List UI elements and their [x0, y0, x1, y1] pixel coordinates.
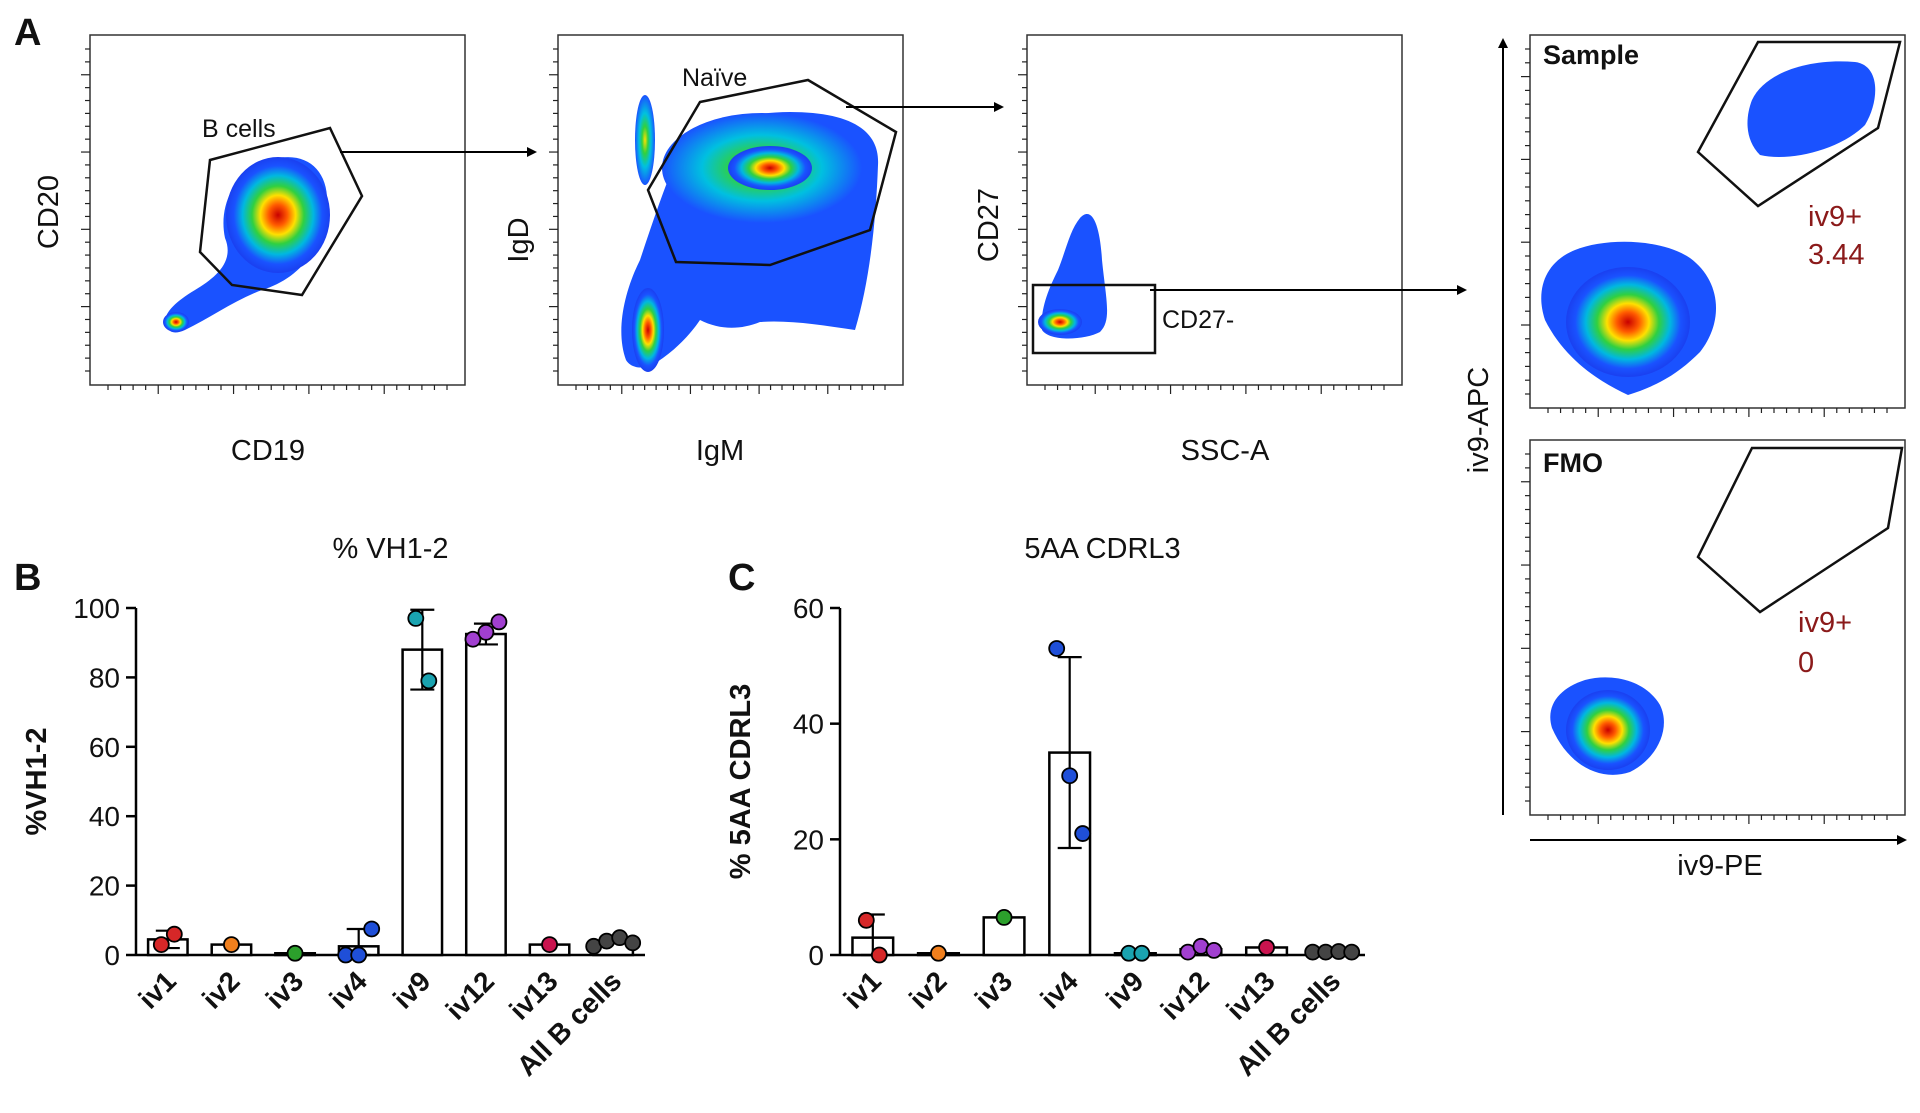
x-tick-label: iv2: [903, 965, 952, 1014]
x-tick-label: iv9: [387, 965, 436, 1014]
sample-gate-label: iv9+: [1808, 201, 1862, 233]
y-tick-label: 100: [73, 593, 120, 624]
density-core: [1566, 267, 1690, 377]
x-tick-label: iv9: [1100, 965, 1149, 1014]
density-cloud: [1038, 214, 1108, 339]
y-tick-label: 20: [89, 871, 120, 902]
bar-chart-vh1-2: % VH1-2 %VH1-2 0 20 40 60 80 100 iv1 iv2 iv3 iv4 iv9…: [21, 533, 645, 1082]
data-point: [857, 911, 875, 929]
flow-plot-igm-igd: Naïve IgM IgD: [503, 34, 904, 467]
plot-frame: [557, 34, 904, 386]
x-tick-label: iv4: [1034, 965, 1084, 1015]
x-tick-label: iv12: [1155, 965, 1215, 1025]
sample-subplot: Sample iv9+ 3.44: [1529, 34, 1906, 409]
plot-frame: [89, 34, 466, 386]
data-point: [1061, 767, 1079, 785]
bar-chart-5aa-cdrl3: 5AA CDRL3 % 5AA CDRL3 0 20 40 60 iv1 iv2 iv3 iv4 i…: [725, 533, 1365, 1082]
data-point: [541, 936, 558, 953]
fmo-gate-label: iv9+: [1798, 607, 1852, 639]
plot-frame: [1529, 439, 1906, 816]
x-tick-label: iv1: [838, 965, 887, 1014]
data-point: [930, 944, 947, 962]
yaxis-label-cd20: CD20: [33, 175, 65, 249]
data-point: [1205, 941, 1223, 959]
fmo-gate-percent: 0: [1798, 647, 1814, 679]
density-cloud: [163, 157, 330, 333]
x-tick-label: iv12: [440, 965, 500, 1025]
flow-plot-ssca-cd27: CD27- SSC-A CD27: [973, 34, 1403, 467]
x-tick-label: iv4: [323, 965, 373, 1015]
data-point: [464, 630, 482, 648]
bar-iv12: [464, 632, 507, 957]
xaxis-label-cd19: CD19: [231, 435, 305, 467]
fmo-subplot: FMO iv9+ 0: [1529, 439, 1906, 816]
gate-label-b-cells: B cells: [202, 115, 276, 143]
y-tick-label: 80: [89, 662, 120, 693]
flow-axis-ticks: [81, 48, 1888, 824]
gate-cd27-neg: [1031, 283, 1157, 355]
data-point: [1343, 943, 1361, 961]
x-tick-label: iv3: [260, 965, 309, 1014]
flow-plot-iv9: iv9-APC iv9-PE Sample iv9+ 3.44 FMO iv9+…: [1463, 34, 1907, 882]
y-axis-label: %VH1-2: [21, 728, 53, 836]
data-point: [286, 944, 304, 962]
xaxis-label-ssca: SSC-A: [1181, 435, 1270, 467]
data-point: [1074, 825, 1092, 842]
bar-iv9: [401, 648, 444, 957]
plot-frame: [1026, 34, 1403, 386]
chart-title: 5AA CDRL3: [1024, 533, 1180, 565]
data-point: [165, 925, 183, 943]
data-point: [490, 613, 508, 631]
sample-title: Sample: [1543, 40, 1639, 70]
y-tick-label: 20: [793, 824, 824, 855]
data-point: [1258, 939, 1275, 956]
gate-naive: [646, 78, 898, 267]
gate-iv9-fmo: [1696, 446, 1904, 614]
x-tick-label: iv2: [196, 965, 245, 1014]
xaxis-label-iv9-pe: iv9-PE: [1677, 850, 1762, 882]
data-point: [624, 934, 642, 952]
yaxis-label-iv9-apc: iv9-APC: [1463, 367, 1495, 473]
y-tick-label: 0: [104, 940, 120, 971]
yaxis-label-igd: IgD: [503, 217, 535, 262]
flow-plot-cd19-cd20: B cells CD19 CD20: [33, 34, 466, 467]
data-point: [995, 909, 1013, 926]
data-point: [152, 936, 170, 953]
data-point: [1048, 640, 1066, 657]
y-tick-label: 0: [808, 940, 824, 971]
data-point: [407, 610, 425, 627]
density-cloud: [621, 95, 879, 372]
gate-b-cells: [198, 126, 364, 297]
panel-letter-c: C: [728, 557, 755, 599]
gate-iv9-sample: [1696, 40, 1902, 208]
plot-frame: [1529, 34, 1906, 409]
data-point: [870, 946, 888, 964]
yaxis-label-cd27: CD27: [973, 188, 1005, 262]
data-point: [1133, 944, 1151, 962]
gate-label-naive: Naïve: [682, 64, 747, 92]
chart-title: % VH1-2: [332, 533, 448, 565]
data-point: [350, 946, 368, 964]
x-tick-label: iv1: [133, 965, 182, 1014]
y-tick-label: 40: [89, 801, 120, 832]
x-tick-label: iv3: [969, 965, 1018, 1014]
positive-population: [1747, 61, 1876, 157]
y-axis-label: % 5AA CDRL3: [725, 684, 757, 880]
y-tick-label: 60: [89, 732, 120, 763]
data-point: [477, 623, 495, 641]
panel-letter-a: A: [14, 12, 41, 54]
data-point: [420, 672, 438, 690]
panel-letter-b: B: [14, 557, 41, 599]
y-tick-label: 40: [793, 709, 824, 740]
y-tick-label: 60: [793, 593, 824, 624]
data-point: [223, 936, 240, 953]
gate-label-cd27-neg: CD27-: [1162, 306, 1234, 334]
sample-gate-percent: 3.44: [1808, 239, 1864, 271]
fmo-title: FMO: [1543, 448, 1603, 478]
density-core: [1566, 690, 1650, 770]
xaxis-label-igm: IgM: [696, 435, 744, 467]
data-point: [363, 920, 381, 938]
